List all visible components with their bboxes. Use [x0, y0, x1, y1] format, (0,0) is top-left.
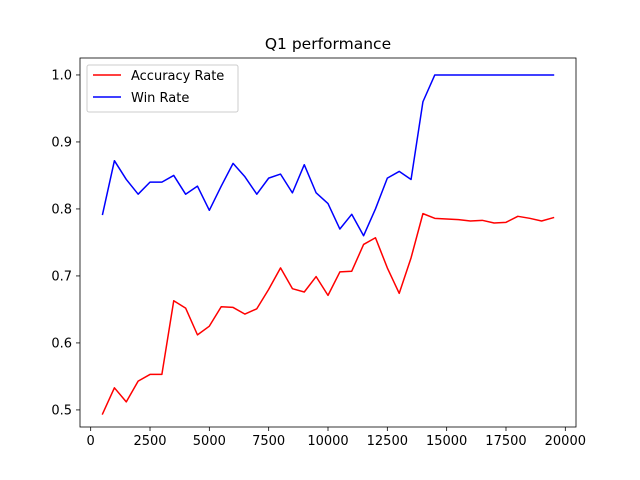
y-tick-label: 1.0: [51, 68, 72, 83]
y-axis: 0.5 0.6 0.7 0.8 0.9 1.0: [51, 68, 80, 418]
y-tick-label: 0.6: [51, 336, 72, 351]
legend-label-accuracy: Accuracy Rate: [131, 69, 224, 84]
series-line-accuracy-rate: [101, 212, 555, 415]
x-tick-label: 20000: [545, 434, 586, 449]
x-tick-label: 12500: [367, 434, 408, 449]
y-tick-label: 0.9: [51, 135, 72, 150]
y-tick-label: 0.8: [51, 202, 72, 217]
x-tick-label: 15000: [426, 434, 467, 449]
legend: Accuracy Rate Win Rate: [86, 64, 239, 113]
x-tick-label: 0: [87, 434, 95, 449]
x-tick-label: 2500: [133, 434, 166, 449]
series-layer: [101, 74, 555, 415]
x-tick-label: 5000: [193, 434, 226, 449]
x-tick-label: 17500: [485, 434, 526, 449]
y-tick-label: 0.7: [51, 269, 72, 284]
legend-label-winrate: Win Rate: [131, 91, 189, 106]
series-line-win-rate: [101, 74, 555, 237]
legend-box: [86, 64, 239, 113]
y-tick-label: 0.5: [51, 403, 72, 418]
x-tick-label: 7500: [252, 434, 285, 449]
chart-title: Q1 performance: [265, 35, 391, 53]
x-tick-label: 10000: [307, 434, 348, 449]
x-axis: 0 2500 5000 7500 10000 12500 15000 17500 20000: [87, 427, 586, 449]
